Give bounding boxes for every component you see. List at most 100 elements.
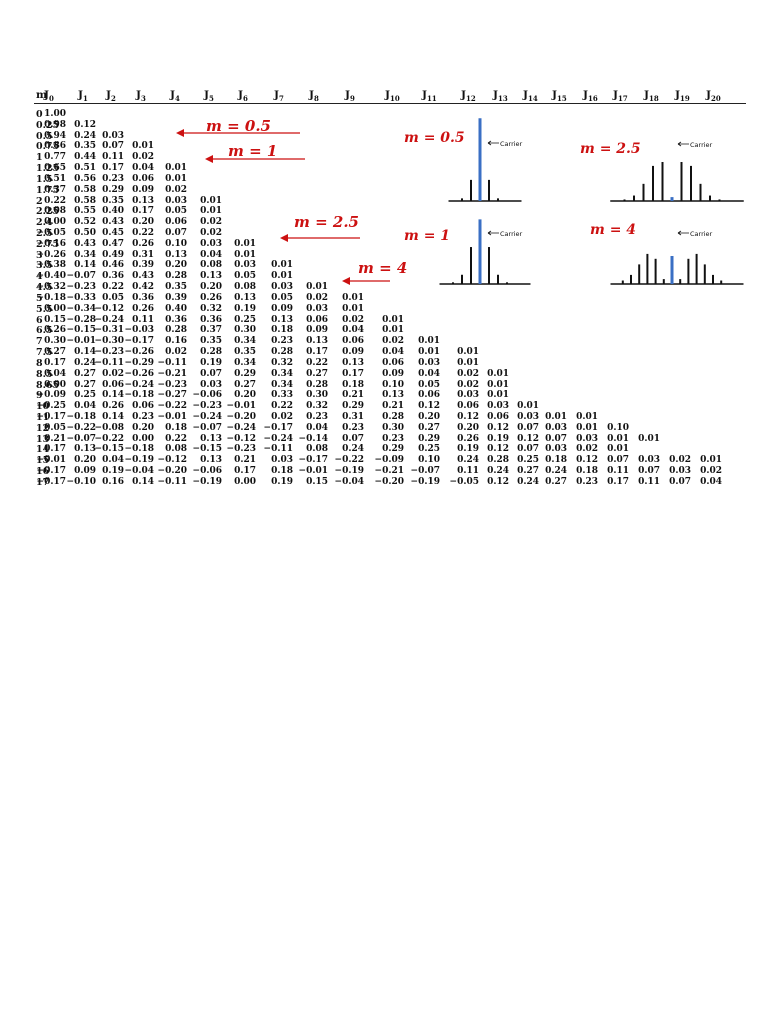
table-cell: 0.25 [74, 390, 96, 401]
annotation-arrow-head [342, 277, 350, 285]
table-cell: 0.27 [234, 379, 256, 390]
annotation-arrow-head [176, 129, 184, 137]
table-cell: −0.22 [66, 422, 96, 433]
column-header-j6: J6 [238, 89, 248, 104]
table-cell: 0.12 [487, 444, 509, 455]
table-cell: 0.02 [200, 228, 222, 239]
row-m-value: 8 [36, 357, 43, 369]
table-cell: 0.02 [342, 314, 364, 325]
table-cell: 0.27 [306, 368, 328, 379]
table-cell: −0.11 [157, 476, 187, 487]
table-cell: 0.18 [165, 422, 187, 433]
row-m-value: 3.5 [36, 260, 53, 272]
table-cell: 0.34 [271, 368, 293, 379]
column-header-j2: J2 [106, 89, 116, 104]
table-cell: 0.25 [418, 444, 440, 455]
table-cell: −0.06 [192, 390, 222, 401]
table-cell: −0.40 [36, 271, 66, 282]
table-cell: 0.01 [271, 260, 293, 271]
table-cell: 0.39 [165, 292, 187, 303]
column-header-j1: J1 [78, 89, 88, 104]
table-cell: 0.03 [165, 195, 187, 206]
row-m-value: 9 [36, 390, 43, 402]
table-cell: −0.23 [157, 379, 187, 390]
table-cell: 0.23 [306, 411, 328, 422]
table-cell: −0.24 [94, 314, 124, 325]
table-cell: 0.02 [165, 347, 187, 358]
table-cell: −0.22 [94, 433, 124, 444]
table-cell: 0.05 [234, 271, 256, 282]
row-m-value: 1.25 [36, 163, 60, 175]
table-cell: −0.01 [157, 411, 187, 422]
table-cell: −0.24 [226, 422, 256, 433]
table-cell: 0.43 [74, 238, 96, 249]
table-cell: 0.05 [102, 292, 124, 303]
row-m-value: 3 [36, 249, 43, 261]
table-cell: 0.02 [576, 444, 598, 455]
row-m-value: 7.5 [36, 347, 53, 359]
table-cell: 0.01 [487, 390, 509, 401]
table-cell: 0.17 [102, 163, 124, 174]
column-header-j11: J11 [422, 89, 437, 104]
table-cell: 0.14 [74, 260, 96, 271]
table-cell: 0.43 [132, 271, 154, 282]
carrier-arrow [487, 140, 499, 146]
table-cell: 0.01 [165, 173, 187, 184]
table-cell: 0.17 [342, 368, 364, 379]
carrier-label: Carrier [690, 230, 713, 238]
table-cell: 0.27 [44, 347, 66, 358]
table-cell: 0.21 [234, 455, 256, 466]
table-cell: 0.35 [165, 282, 187, 293]
table-cell: 0.02 [102, 368, 124, 379]
table-cell: 0.08 [165, 444, 187, 455]
table-cell: 0.06 [132, 173, 154, 184]
table-cell: −0.38 [36, 260, 66, 271]
table-cell: 0.39 [132, 260, 154, 271]
table-cell: 0.17 [234, 466, 256, 477]
table-cell: 0.33 [271, 390, 293, 401]
carrier-label: Carrier [500, 140, 523, 148]
table-cell: −0.11 [157, 357, 187, 368]
table-cell: 0.07 [200, 368, 222, 379]
table-cell: 0.21 [342, 390, 364, 401]
table-cell: 0.08 [200, 260, 222, 271]
table-cell: 0.13 [306, 336, 328, 347]
table-cell: 0.19 [234, 303, 256, 314]
table-cell: 0.03 [200, 238, 222, 249]
table-cell: 0.01 [132, 141, 154, 152]
table-cell: 0.56 [74, 173, 96, 184]
table-cell: 0.04 [700, 476, 722, 487]
table-cell: 0.06 [457, 401, 479, 412]
table-cell: 0.05 [271, 292, 293, 303]
table-cell: 0.02 [457, 368, 479, 379]
table-cell: 0.08 [44, 206, 66, 217]
table-cell: 0.14 [102, 411, 124, 422]
table-cell: 0.06 [102, 379, 124, 390]
table-cell: 0.07 [517, 444, 539, 455]
column-header-j0: J0 [44, 89, 54, 104]
table-cell: 0.22 [306, 357, 328, 368]
table-cell: 0.07 [165, 228, 187, 239]
table-cell: 0.23 [342, 422, 364, 433]
table-cell: 0.09 [306, 325, 328, 336]
table-cell: 0.27 [418, 422, 440, 433]
column-header-j5: J5 [204, 89, 214, 104]
table-cell: 0.00 [44, 217, 66, 228]
table-cell: 0.02 [132, 152, 154, 163]
carrier-label: Carrier [500, 230, 523, 238]
table-cell: 0.12 [576, 455, 598, 466]
table-cell: 0.01 [382, 325, 404, 336]
column-header-j12: J12 [461, 89, 476, 104]
column-header-j13: J13 [493, 89, 508, 104]
table-cell: 0.01 [200, 206, 222, 217]
table-cell: −0.19 [124, 455, 154, 466]
row-m-value: 11 [36, 411, 50, 423]
table-cell: 0.17 [306, 347, 328, 358]
table-cell: 0.27 [74, 379, 96, 390]
table-cell: 0.01 [382, 314, 404, 325]
table-cell: 0.02 [457, 379, 479, 390]
table-cell: 0.86 [44, 141, 66, 152]
table-cell: 0.47 [102, 238, 124, 249]
table-cell: −0.17 [36, 466, 66, 477]
column-header-j18: J18 [644, 89, 659, 104]
